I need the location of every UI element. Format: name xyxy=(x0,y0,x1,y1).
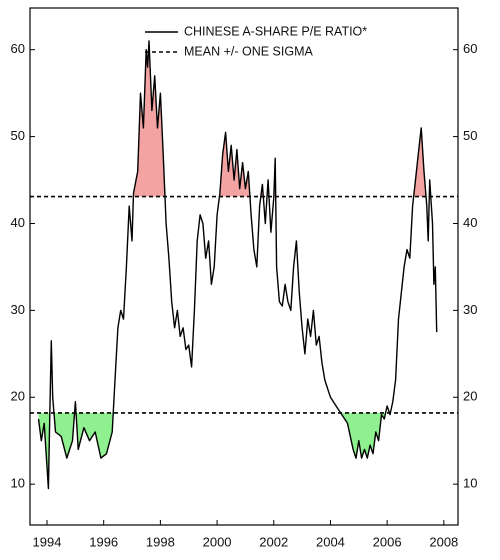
x-tick-label: 2004 xyxy=(316,534,345,549)
x-tick-label: 1994 xyxy=(33,534,62,549)
y-tick-label-right: 50 xyxy=(463,128,477,143)
x-tick-label: 2008 xyxy=(429,534,458,549)
x-tick-label: 1996 xyxy=(89,534,118,549)
y-tick-label: 50 xyxy=(11,128,25,143)
undervalued-area xyxy=(38,412,391,489)
y-tick-label: 40 xyxy=(11,215,25,230)
x-tick-label: 2006 xyxy=(373,534,402,549)
x-tick-label: 2000 xyxy=(203,534,232,549)
y-tick-label-right: 30 xyxy=(463,302,477,317)
y-tick-label: 20 xyxy=(11,389,25,404)
y-tick-label-right: 10 xyxy=(463,476,477,491)
legend-label: MEAN +/- ONE SIGMA xyxy=(184,44,314,58)
x-tick-label: 2002 xyxy=(259,534,288,549)
plot-frame xyxy=(29,7,459,526)
y-tick-label-right: 40 xyxy=(463,215,477,230)
overvalued-area xyxy=(133,41,431,197)
y-tick-label-right: 20 xyxy=(463,389,477,404)
y-tick-label-right: 60 xyxy=(463,41,477,56)
y-tick-label: 30 xyxy=(11,302,25,317)
legend-label: CHINESE A-SHARE P/E RATIO* xyxy=(184,24,367,38)
y-tick-label: 10 xyxy=(11,476,25,491)
y-tick-label: 60 xyxy=(11,41,25,56)
x-tick-label: 1998 xyxy=(146,534,175,549)
pe-line xyxy=(37,40,438,490)
